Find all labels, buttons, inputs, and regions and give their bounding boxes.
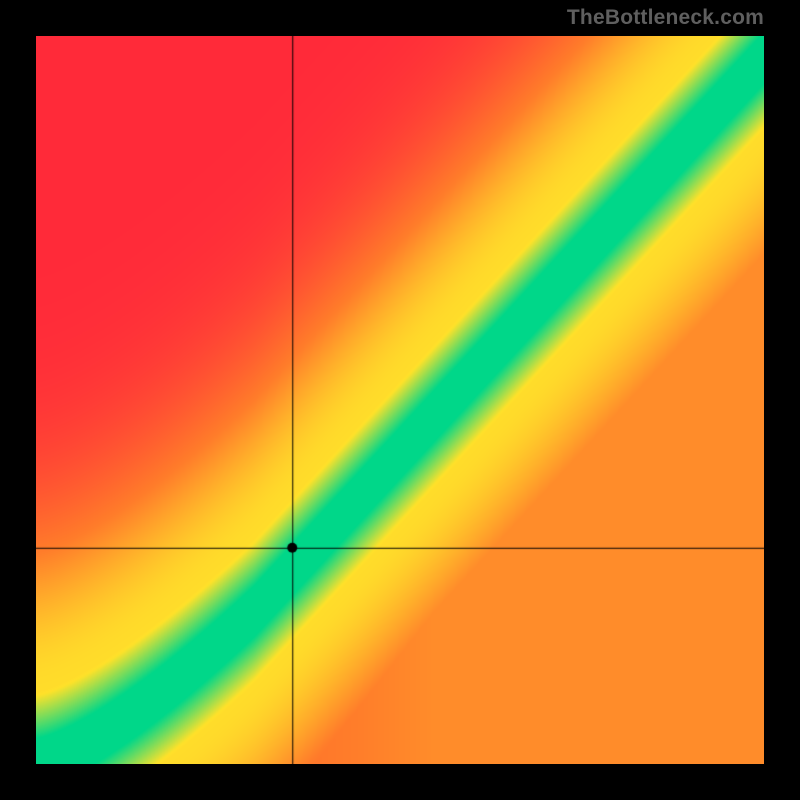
heatmap-canvas (36, 36, 764, 764)
heatmap-plot (36, 36, 764, 764)
chart-container: TheBottleneck.com (0, 0, 800, 800)
watermark-text: TheBottleneck.com (567, 6, 764, 30)
